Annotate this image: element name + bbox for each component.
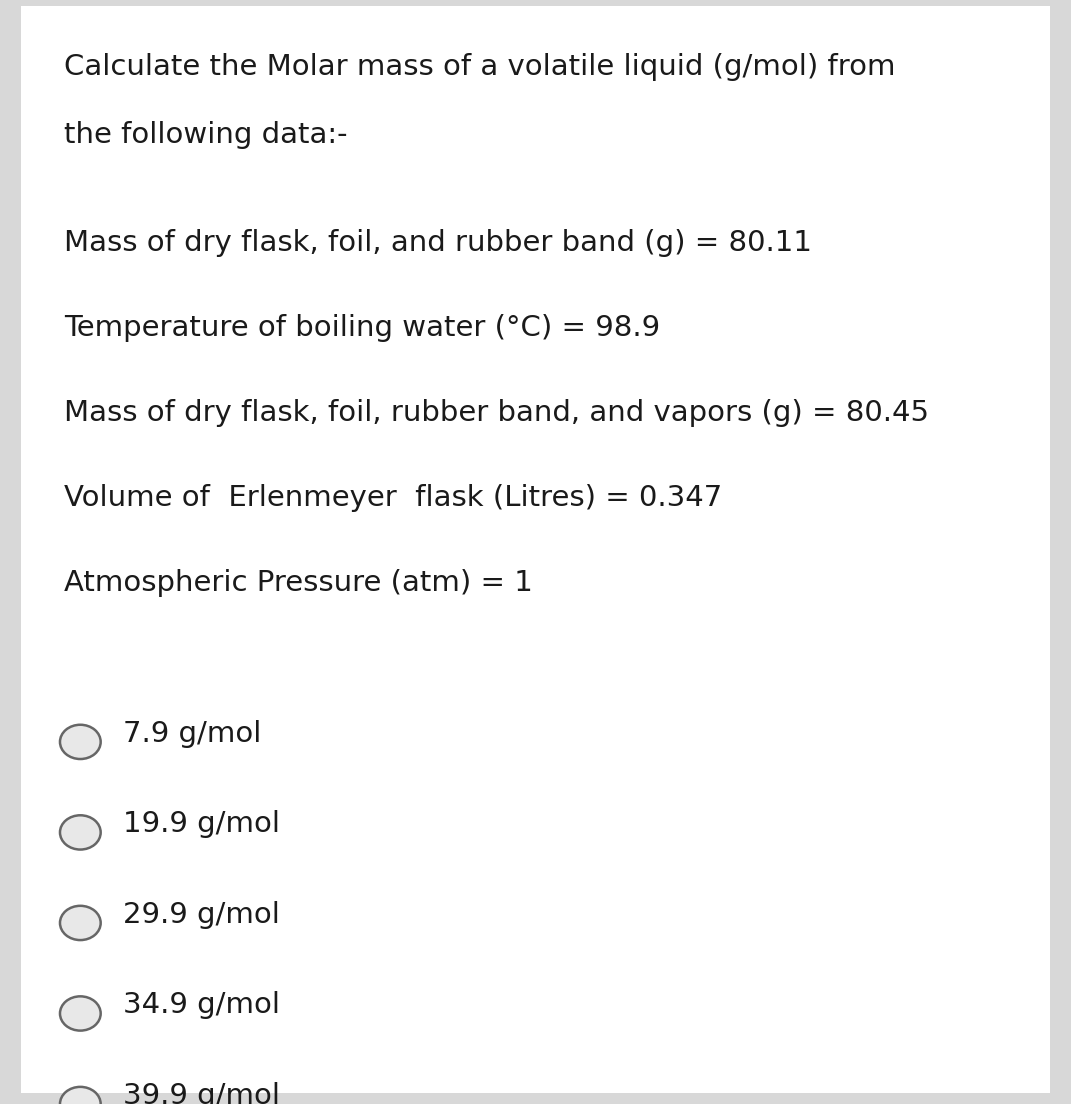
FancyBboxPatch shape [21, 6, 1050, 1093]
Ellipse shape [60, 815, 101, 850]
Text: Mass of dry flask, foil, and rubber band (g) = 80.11: Mass of dry flask, foil, and rubber band… [64, 229, 812, 256]
Ellipse shape [60, 905, 101, 941]
Text: Temperature of boiling water (°C) = 98.9: Temperature of boiling water (°C) = 98.9 [64, 314, 661, 341]
Text: 34.9 g/mol: 34.9 g/mol [123, 991, 281, 1019]
Text: Atmospheric Pressure (atm) = 1: Atmospheric Pressure (atm) = 1 [64, 569, 533, 596]
Text: 39.9 g/mol: 39.9 g/mol [123, 1082, 281, 1104]
Text: Volume of  Erlenmeyer  flask (Litres) = 0.347: Volume of Erlenmeyer flask (Litres) = 0.… [64, 484, 723, 511]
Text: 19.9 g/mol: 19.9 g/mol [123, 810, 281, 838]
Text: 7.9 g/mol: 7.9 g/mol [123, 720, 261, 747]
Text: the following data:-: the following data:- [64, 121, 348, 149]
Text: 29.9 g/mol: 29.9 g/mol [123, 901, 280, 928]
Ellipse shape [60, 724, 101, 760]
Text: Calculate the Molar mass of a volatile liquid (g/mol) from: Calculate the Molar mass of a volatile l… [64, 53, 895, 81]
Ellipse shape [60, 1086, 101, 1104]
Text: Mass of dry flask, foil, rubber band, and vapors (g) = 80.45: Mass of dry flask, foil, rubber band, an… [64, 399, 930, 426]
Ellipse shape [60, 996, 101, 1031]
